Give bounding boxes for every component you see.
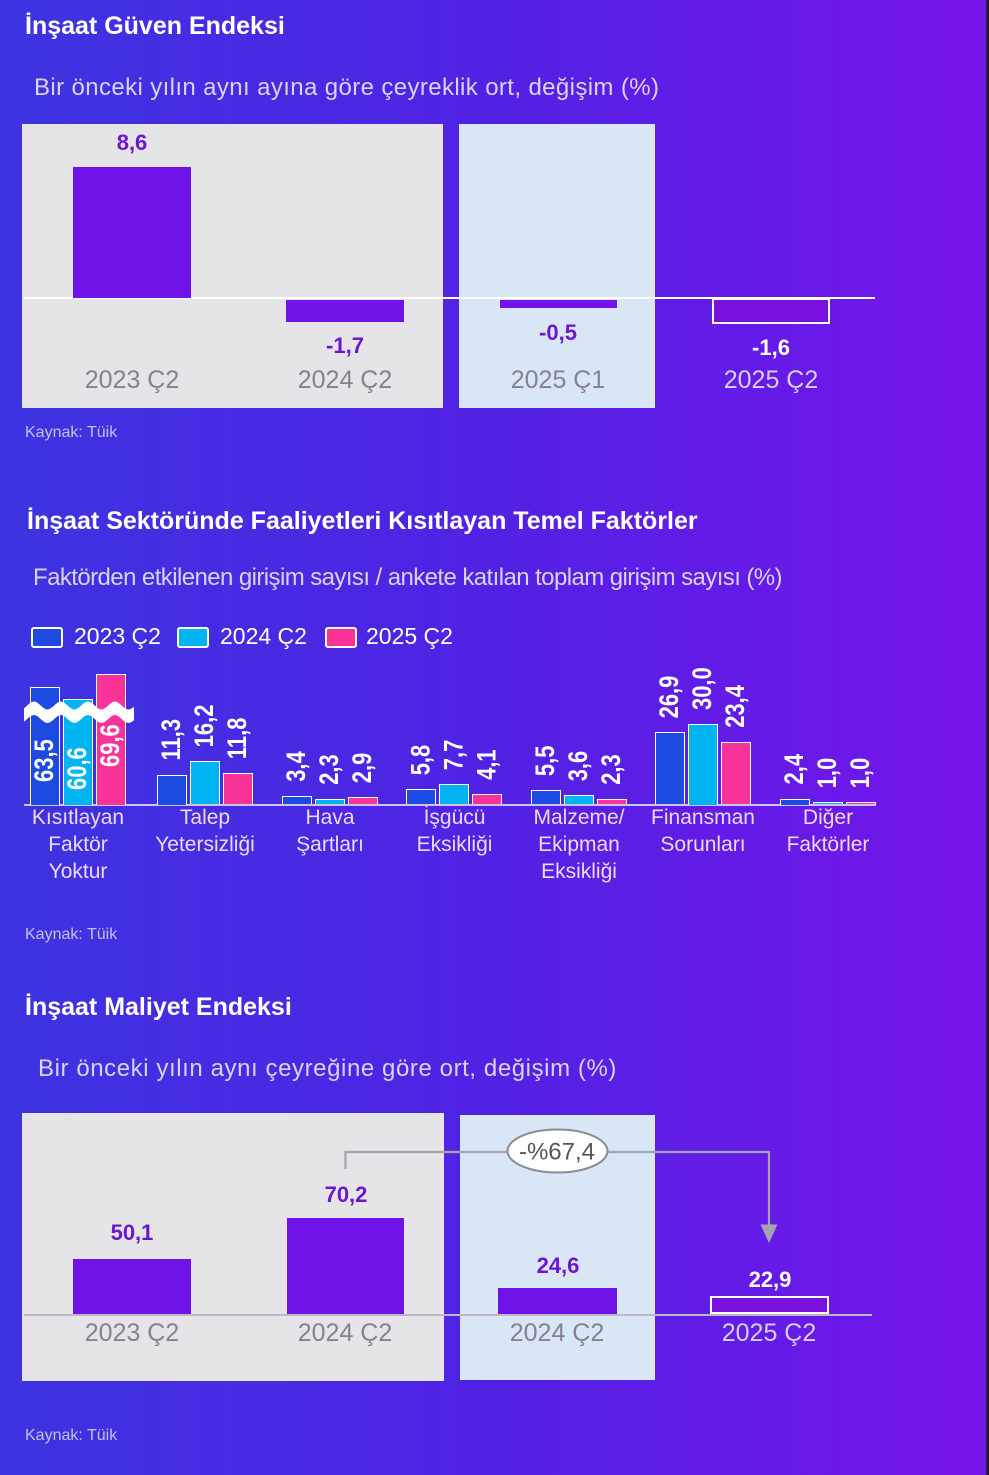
svg-text:69,6: 69,6 bbox=[96, 724, 126, 767]
svg-text:60,6: 60,6 bbox=[63, 747, 93, 790]
svg-text:11,8: 11,8 bbox=[223, 718, 253, 760]
svg-text:3,4: 3,4 bbox=[282, 751, 312, 782]
svg-text:2,9: 2,9 bbox=[348, 753, 378, 784]
svg-text:23,4: 23,4 bbox=[721, 685, 751, 728]
svg-text:7,7: 7,7 bbox=[440, 740, 470, 771]
svg-text:2,4: 2,4 bbox=[780, 754, 810, 785]
svg-text:5,8: 5,8 bbox=[407, 745, 437, 776]
svg-text:1,0: 1,0 bbox=[846, 758, 876, 789]
svg-text:2,3: 2,3 bbox=[597, 754, 627, 785]
svg-text:30,0: 30,0 bbox=[688, 667, 718, 710]
svg-text:63,5: 63,5 bbox=[30, 739, 60, 782]
svg-text:4,1: 4,1 bbox=[473, 749, 503, 780]
svg-text:3,6: 3,6 bbox=[564, 751, 594, 782]
svg-text:26,9: 26,9 bbox=[655, 676, 685, 719]
svg-text:5,5: 5,5 bbox=[531, 746, 561, 777]
svg-text:-%67,4: -%67,4 bbox=[519, 1139, 595, 1166]
svg-text:16,2: 16,2 bbox=[190, 705, 220, 748]
svg-text:1,0: 1,0 bbox=[813, 758, 843, 789]
svg-text:11,3: 11,3 bbox=[157, 719, 187, 761]
svg-text:2,3: 2,3 bbox=[315, 754, 345, 785]
